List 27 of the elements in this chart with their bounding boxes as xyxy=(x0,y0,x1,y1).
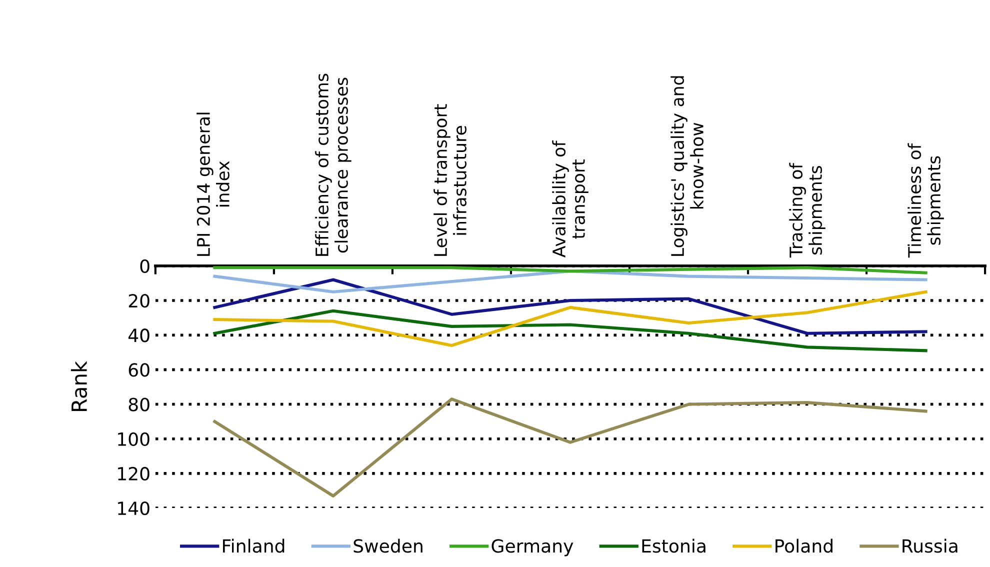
line-series xyxy=(213,290,928,348)
line-series xyxy=(213,278,928,335)
x-tick-label: Availability of transport xyxy=(552,140,588,258)
y-tick-label: 40 xyxy=(128,328,150,342)
legend-label: Russia xyxy=(902,538,958,553)
y-tick-label: 0 xyxy=(140,259,150,274)
x-tick-label: Efficiency of customs clearance processes xyxy=(315,74,352,256)
legend-label: Sweden xyxy=(354,538,422,553)
y-tick-label: 120 xyxy=(118,466,150,481)
y-tick-label: 100 xyxy=(118,432,150,446)
y-tick-label: 80 xyxy=(128,398,150,412)
x-tick-label: Level of transport infrastucture xyxy=(434,104,466,256)
x-tick-label: Timeliness of shipments xyxy=(908,143,944,258)
legend-label: Poland xyxy=(776,538,832,553)
legend-label: Finland xyxy=(223,538,284,553)
x-tick-label: Tracking of shipments xyxy=(789,162,826,258)
x-tick-label: Logistics' quality and know-how xyxy=(670,76,704,256)
line-series xyxy=(213,309,928,352)
y-tick-label: 140 xyxy=(118,501,150,516)
y-axis-title: Rank xyxy=(70,361,88,411)
line-series xyxy=(213,398,928,498)
legend-label: Estonia xyxy=(642,538,706,553)
y-tick-label: 60 xyxy=(128,363,150,377)
line-series xyxy=(213,270,928,294)
y-tick-label: 20 xyxy=(128,294,150,308)
legend-label: Germany xyxy=(492,539,574,556)
x-tick-label: LPI 2014 general index xyxy=(196,112,230,256)
